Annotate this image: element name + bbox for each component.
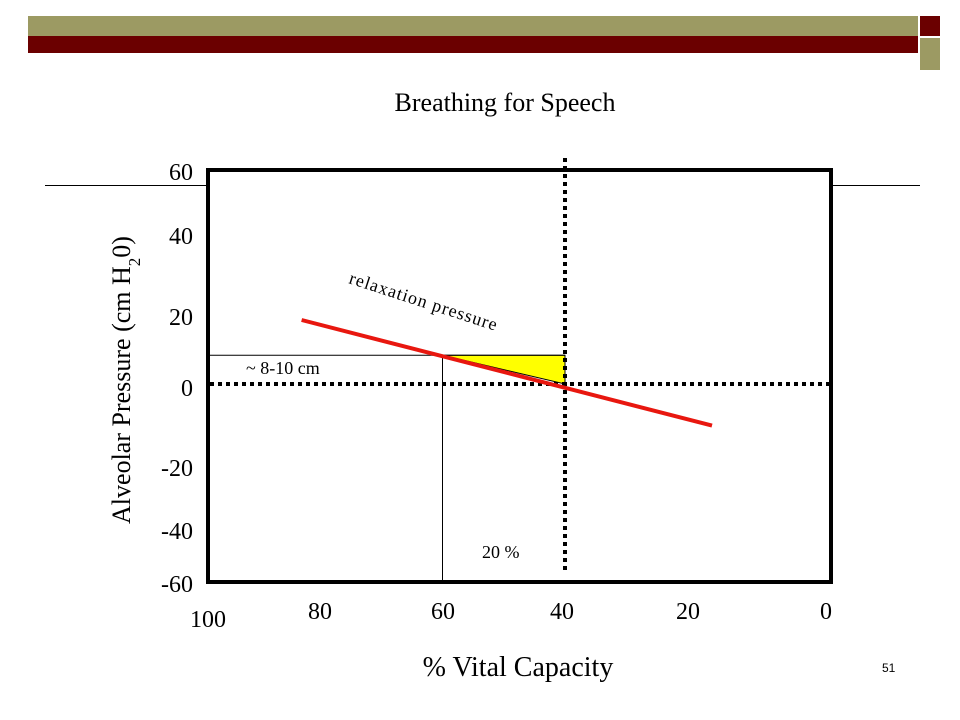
y-tick-labels: 60 40 20 0 -20 -40 -60 [161, 160, 193, 598]
corner-square-olive [920, 38, 940, 58]
relaxation-pressure-line [301, 318, 713, 428]
header-rule-left [45, 185, 208, 186]
olive-band [28, 16, 918, 36]
x-axis-label: % Vital Capacity [423, 652, 614, 683]
slide-number: 51 [882, 661, 896, 675]
chart-title: Breathing for Speech [394, 88, 616, 117]
x-tick-labels: 100 80 60 40 20 0 [190, 599, 832, 633]
x-tick-label: 60 [431, 599, 455, 625]
y-tick-label: 40 [169, 224, 193, 250]
x-tick-label: 100 [190, 607, 226, 633]
plot-frame [206, 168, 833, 584]
maroon-band [28, 36, 918, 53]
x-tick-label: 40 [550, 599, 574, 625]
header-rule-right [833, 185, 920, 186]
y-tick-label: 20 [169, 305, 193, 331]
y-tick-label: 60 [169, 160, 193, 186]
y-tick-label: -40 [161, 519, 193, 545]
y-axis-label: Alveolar Pressure (cm H20) [107, 236, 144, 524]
y-tick-label: 0 [181, 376, 193, 402]
pressure-annotation: ~ 8-10 cm [246, 358, 320, 378]
y-axis-label-end: ) [107, 236, 136, 245]
capacity-annotation: 20 % [482, 542, 520, 562]
y-axis-label-main: Alveolar Pressure (cm H [107, 266, 136, 524]
x-tick-label: 20 [676, 599, 700, 625]
y-axis-label-mid: 0 [107, 245, 136, 258]
curve-label: relaxation pressure [347, 268, 501, 335]
y-axis-label-sub: 2 [125, 258, 144, 267]
y-tick-label: -20 [161, 456, 193, 482]
x-tick-label: 0 [820, 599, 832, 625]
corner-square-olive-lower [920, 54, 940, 70]
x-tick-label: 80 [308, 599, 332, 625]
corner-square-maroon [920, 16, 940, 36]
y-tick-label: -60 [161, 572, 193, 598]
title-bar-decoration [28, 16, 918, 53]
